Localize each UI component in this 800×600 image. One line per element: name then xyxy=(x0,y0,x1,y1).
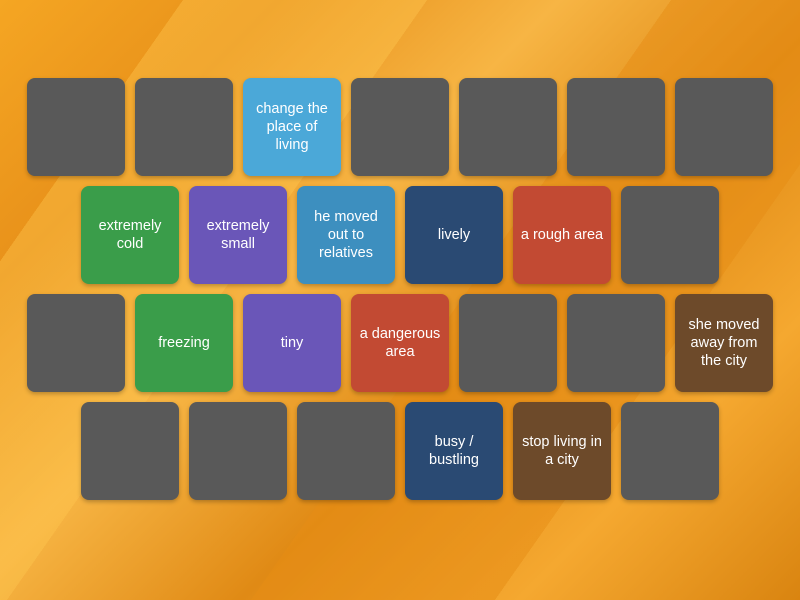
tile-label: freezing xyxy=(158,334,210,352)
tile-label: she moved away from the city xyxy=(681,316,767,370)
tile[interactable] xyxy=(297,402,395,500)
tile[interactable]: freezing xyxy=(135,294,233,392)
tile[interactable]: stop living in a city xyxy=(513,402,611,500)
tile[interactable]: a dangerous area xyxy=(351,294,449,392)
tile[interactable] xyxy=(621,186,719,284)
tile[interactable] xyxy=(459,78,557,176)
tile-label: stop living in a city xyxy=(519,433,605,469)
tile-label: change the place of living xyxy=(249,100,335,154)
tile[interactable] xyxy=(567,78,665,176)
tile[interactable]: busy / bustling xyxy=(405,402,503,500)
tile[interactable]: extremely small xyxy=(189,186,287,284)
tile[interactable]: lively xyxy=(405,186,503,284)
tile-row: extremely cold extremely small he moved … xyxy=(81,186,719,284)
tile[interactable]: tiny xyxy=(243,294,341,392)
tile-row: change the place of living xyxy=(27,78,773,176)
tile-label: busy / bustling xyxy=(411,433,497,469)
tile-label: a rough area xyxy=(521,226,603,244)
tile[interactable] xyxy=(189,402,287,500)
tile-label: extremely cold xyxy=(87,217,173,253)
tile[interactable] xyxy=(351,78,449,176)
tile[interactable] xyxy=(567,294,665,392)
tile[interactable]: a rough area xyxy=(513,186,611,284)
tile[interactable] xyxy=(27,78,125,176)
tile[interactable] xyxy=(459,294,557,392)
tile-row: busy / bustling stop living in a city xyxy=(81,402,719,500)
tile-label: a dangerous area xyxy=(357,325,443,361)
tile[interactable] xyxy=(81,402,179,500)
tile-label: extremely small xyxy=(195,217,281,253)
tile-label: he moved out to relatives xyxy=(303,208,389,262)
tile[interactable] xyxy=(135,78,233,176)
tile[interactable]: he moved out to relatives xyxy=(297,186,395,284)
tile[interactable] xyxy=(675,78,773,176)
tile[interactable] xyxy=(621,402,719,500)
tile-grid: change the place of living extremely col… xyxy=(0,0,800,500)
tile[interactable]: extremely cold xyxy=(81,186,179,284)
tile-label: tiny xyxy=(281,334,304,352)
tile[interactable] xyxy=(27,294,125,392)
tile-label: lively xyxy=(438,226,470,244)
tile[interactable]: she moved away from the city xyxy=(675,294,773,392)
tile[interactable]: change the place of living xyxy=(243,78,341,176)
tile-row: freezing tiny a dangerous area she moved… xyxy=(27,294,773,392)
